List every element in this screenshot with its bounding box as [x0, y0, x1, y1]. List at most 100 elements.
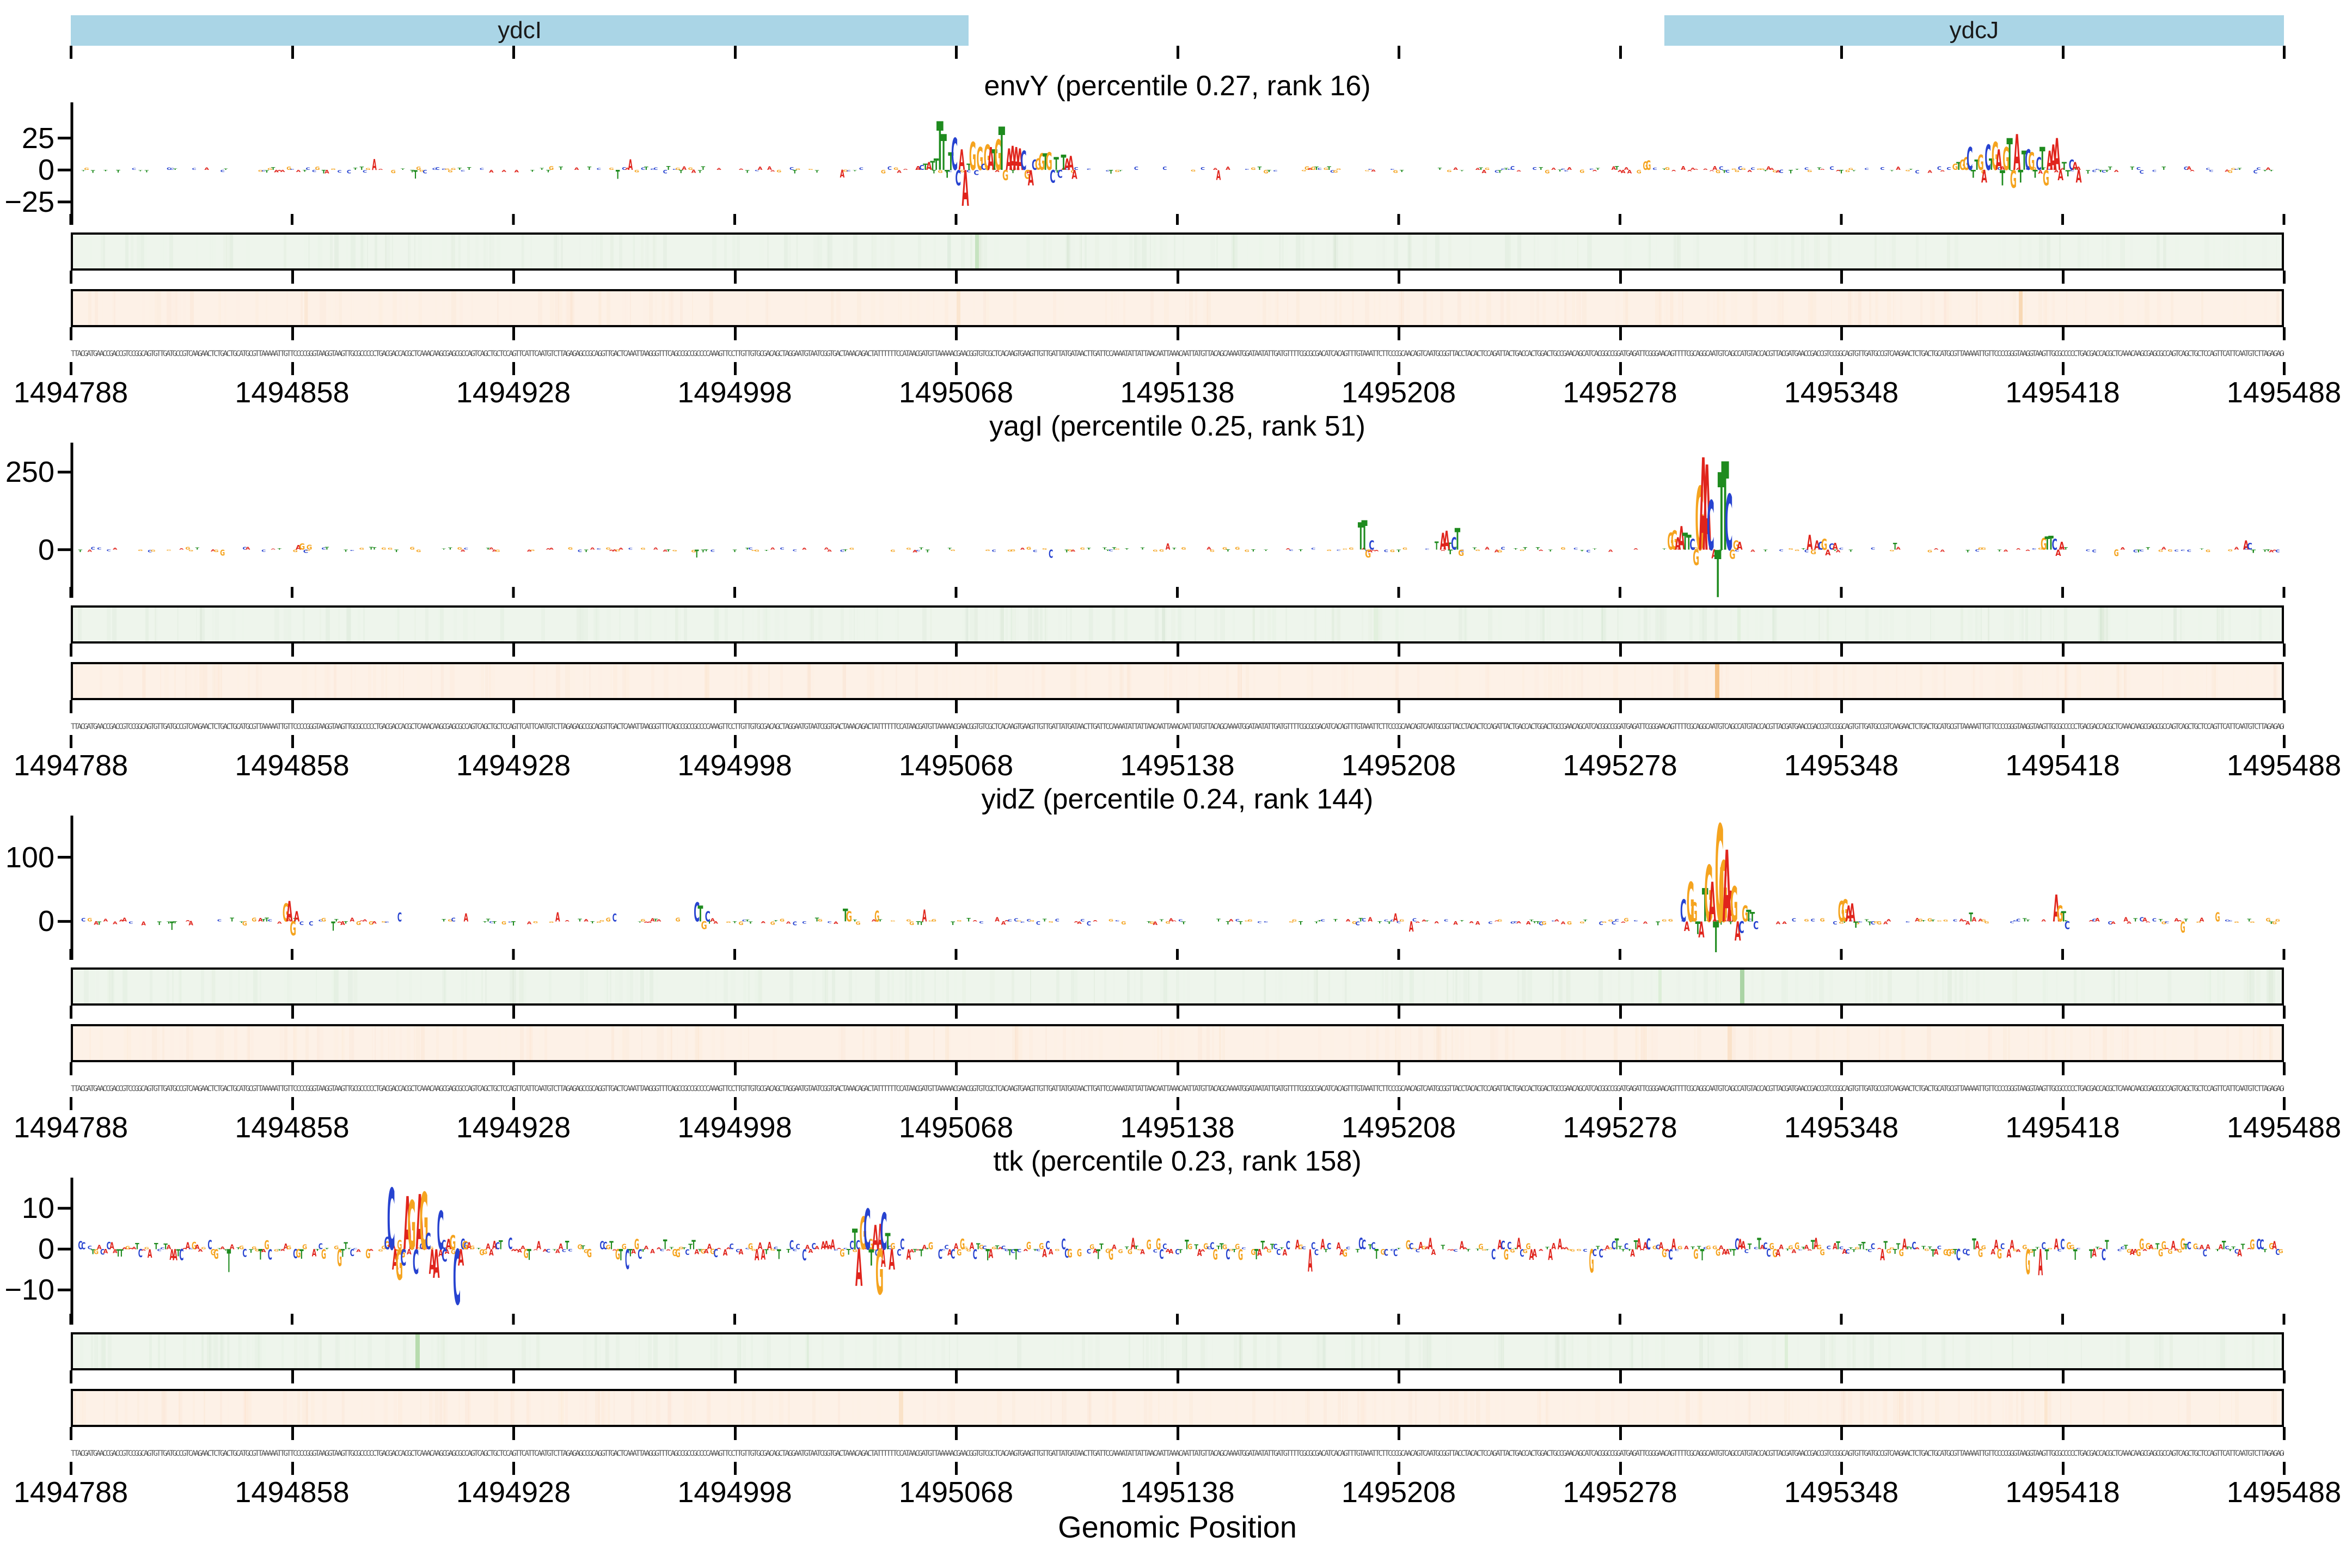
logo-letter: T [138, 170, 143, 171]
axis-tick-label: 1495208 [1341, 749, 1456, 782]
logo-letter: C [1750, 167, 1755, 171]
heat-streak [917, 291, 919, 325]
logo-letter: C [1036, 921, 1040, 926]
heat-streak [452, 1026, 454, 1060]
heat-streak [748, 1026, 749, 1060]
heat-streak [196, 608, 198, 641]
heat-streak [1187, 970, 1190, 1003]
heat-streak [1345, 1334, 1350, 1368]
logo-letter: T [1719, 921, 1724, 926]
logo-letter: G [1222, 1243, 1227, 1251]
heat-streak [933, 1026, 935, 1060]
logo-letter: C [1792, 918, 1796, 923]
logo-letter: C [432, 168, 437, 170]
axis-tick [1619, 644, 1622, 657]
heat-streak [607, 608, 611, 641]
heat-streak [966, 608, 969, 641]
heat-streak [1196, 1334, 1198, 1368]
heat-streak [1791, 235, 1794, 268]
logo-letter: C [2092, 549, 2097, 554]
logo-letter: C [309, 920, 313, 927]
heat-streak [1307, 664, 1310, 698]
logo-letter: C [685, 1248, 689, 1258]
heat-streak [500, 608, 504, 641]
heat-streak [1855, 1391, 1857, 1425]
heat-streak [1462, 664, 1466, 698]
heat-streak [1979, 291, 1982, 325]
heat-streak [1916, 970, 1919, 1003]
heat-streak [959, 664, 962, 698]
heat-streak [961, 235, 964, 268]
logo-letter: G [1716, 1248, 1720, 1258]
heat-streak [1385, 970, 1389, 1003]
logo-letter: T [1368, 1243, 1373, 1251]
logo-letter: T [1956, 161, 1962, 173]
heat-streak [1026, 235, 1030, 268]
heat-streak [1971, 291, 1974, 325]
logo-letter: T [442, 548, 446, 550]
logo-letter: T [2089, 1247, 2093, 1261]
logo-letter: G [1035, 156, 1041, 174]
axis-tick [2283, 644, 2286, 657]
logo-letter: T [945, 168, 950, 180]
heat-streak [1781, 291, 1784, 325]
heat-streak [1389, 235, 1393, 268]
logo-letter: C [242, 1247, 247, 1259]
logo-letter: T [1102, 548, 1107, 551]
logo-letter: A [113, 921, 118, 925]
logo-letter: A [445, 1248, 450, 1255]
logo-letter: T [344, 921, 348, 925]
importance-strip-green [71, 967, 2284, 1006]
heat-streak [2013, 291, 2016, 325]
heat-streak [1995, 291, 2000, 325]
heat-streak [701, 291, 704, 325]
heat-streak [1873, 970, 1878, 1003]
logo-letter: C [982, 1245, 987, 1251]
heat-streak [1900, 1334, 1902, 1368]
heat-streak [1263, 970, 1265, 1003]
heat-streak [164, 664, 169, 698]
logo-letter: C [1226, 1246, 1230, 1263]
axis-tick [291, 271, 294, 284]
logo-letter: A [1710, 170, 1715, 172]
logo-letter: A [1665, 1249, 1670, 1253]
logo-letter: G [1952, 162, 1958, 173]
heat-streak [183, 1334, 186, 1368]
heat-streak [1339, 291, 1342, 325]
heat-streak [1580, 608, 1582, 641]
heat-streak [912, 291, 916, 325]
logo-letter: T [154, 1241, 158, 1252]
heat-streak [656, 970, 658, 1003]
axis-tick [512, 1427, 515, 1440]
logo-letter: T [1849, 549, 1853, 553]
heat-streak [1278, 664, 1281, 698]
logo-letter: A [2187, 166, 2192, 171]
heat-streak [2106, 235, 2110, 268]
heat-streak [174, 664, 176, 698]
heat-streak [474, 608, 475, 641]
heat-streak [2093, 1026, 2094, 1060]
logo-letter: G [2114, 549, 2119, 559]
heat-streak [2204, 235, 2209, 268]
logo-letter: A [922, 1244, 927, 1251]
logo-letter: G [264, 1239, 269, 1252]
heat-streak [1568, 1334, 1572, 1368]
logo-letter: A [1416, 921, 1420, 923]
logo-letter: A [2038, 170, 2043, 175]
heat-streak [698, 1026, 702, 1060]
axis-tick [1619, 735, 1622, 748]
logo-letter: G [808, 168, 813, 170]
logo-letter: A [590, 548, 595, 551]
heat-highlight [1740, 970, 1745, 1003]
logo-letter: T [1656, 921, 1661, 927]
heat-streak [727, 1391, 730, 1425]
logo-letter: A [2076, 167, 2081, 171]
logo-letter: C [796, 1242, 800, 1251]
heat-streak [419, 291, 422, 325]
heat-streak [2274, 1334, 2279, 1368]
axis-tick [1398, 327, 1400, 340]
heat-streak [1568, 291, 1571, 325]
heat-streak [1252, 1391, 1256, 1425]
